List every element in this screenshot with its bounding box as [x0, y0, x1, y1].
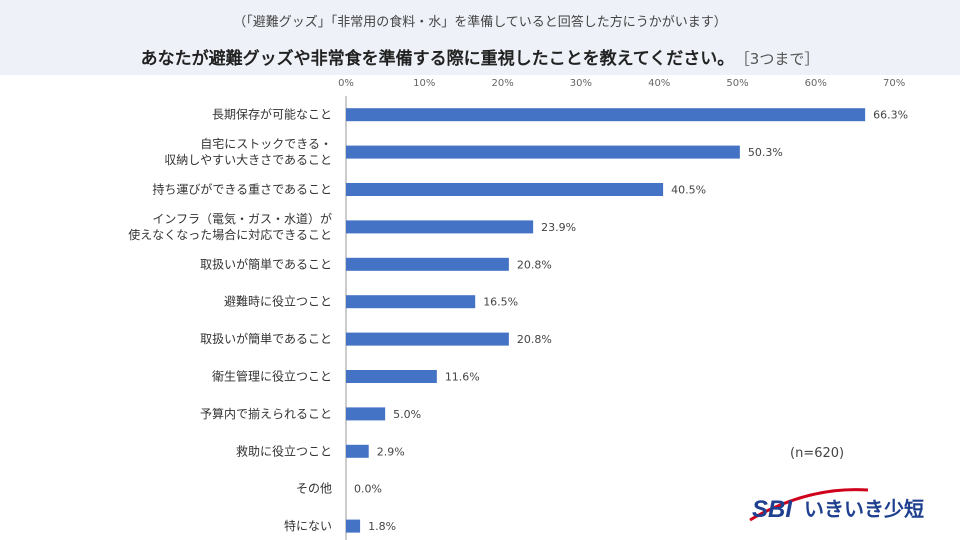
- category-label: 救助に役立つこと: [236, 443, 332, 458]
- logo-name-text: いきいき少短: [804, 497, 924, 521]
- value-label: 20.8%: [517, 258, 552, 271]
- category-label: 自宅にストックできる・: [200, 136, 332, 151]
- bar: [346, 519, 361, 533]
- value-label: 2.9%: [377, 445, 405, 458]
- x-tick-label: 60%: [805, 78, 827, 89]
- x-tick-label: 40%: [648, 78, 670, 89]
- question-title-text: あなたが避難グッズや非常食を準備する際に重視したことを教えてください。: [140, 49, 735, 69]
- category-label: 予算内で揃えられること: [200, 406, 332, 421]
- answer-limit-note: ［3つまで］: [742, 50, 820, 68]
- value-label: 5.0%: [393, 408, 421, 421]
- category-label: 取扱いが簡単であること: [200, 331, 332, 346]
- category-label: 使えなくなった場合に対応できること: [128, 227, 332, 242]
- header-band: [0, 0, 960, 75]
- value-label: 23.9%: [541, 221, 576, 234]
- bar: [346, 257, 509, 271]
- x-tick-label: 50%: [726, 78, 748, 89]
- bar: [346, 183, 664, 196]
- bar: [346, 108, 866, 122]
- category-label: 特にない: [284, 518, 332, 533]
- category-label: 長期保存が可能なこと: [212, 107, 332, 122]
- x-tick-label: 70%: [883, 78, 905, 89]
- x-tick-label: 20%: [491, 78, 513, 89]
- category-label: その他: [296, 482, 332, 496]
- question-title: あなたが避難グッズや非常食を準備する際に重視したことを教えてください。 ［3つまで…: [0, 44, 960, 69]
- bar: [346, 295, 476, 309]
- bar: [346, 332, 509, 346]
- category-label: 取扱いが簡単であること: [200, 256, 332, 271]
- value-label: 50.3%: [748, 146, 783, 159]
- category-label: 避難時に役立つこと: [224, 294, 332, 309]
- x-tick-label: 30%: [570, 78, 592, 89]
- sample-size-label: (n=620): [790, 446, 845, 461]
- bar: [346, 370, 437, 383]
- category-label: インフラ（電気・ガス・水道）が: [152, 211, 332, 226]
- category-label: 持ち運びができる重さであること: [152, 182, 332, 197]
- bar: [346, 407, 386, 421]
- bar: [346, 444, 369, 458]
- value-label: 66.3%: [873, 109, 908, 122]
- x-tick-label: 10%: [413, 78, 435, 89]
- x-tick-label: 0%: [338, 78, 354, 89]
- value-label: 11.6%: [445, 371, 480, 384]
- value-label: 16.5%: [483, 296, 518, 309]
- value-label: 1.8%: [368, 520, 396, 533]
- logo-brand-text: SBI: [752, 496, 793, 523]
- value-label: 0.0%: [354, 483, 382, 496]
- value-label: 20.8%: [517, 333, 552, 346]
- value-label: 40.5%: [671, 184, 706, 197]
- sbi-ikiiki-logo: SBI いきいき少短: [749, 488, 924, 523]
- bar: [346, 145, 740, 159]
- question-subtitle: （「避難グッズ」「非常用の食料・水」を準備していると回答した方にうかがいます）: [233, 15, 727, 30]
- bar: [346, 220, 534, 234]
- category-label: 衛生管理に役立つこと: [212, 369, 332, 384]
- category-label: 収納しやすい大きさであること: [164, 153, 332, 167]
